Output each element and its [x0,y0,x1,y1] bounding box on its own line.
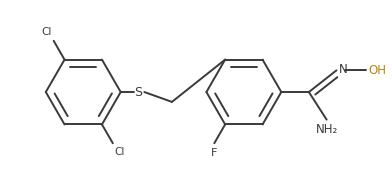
Text: N: N [338,63,347,76]
Text: Cl: Cl [41,27,52,37]
Text: Cl: Cl [115,147,125,157]
Text: OH: OH [368,64,386,77]
Text: NH₂: NH₂ [316,123,338,136]
Text: S: S [134,86,142,98]
Text: F: F [211,148,218,158]
